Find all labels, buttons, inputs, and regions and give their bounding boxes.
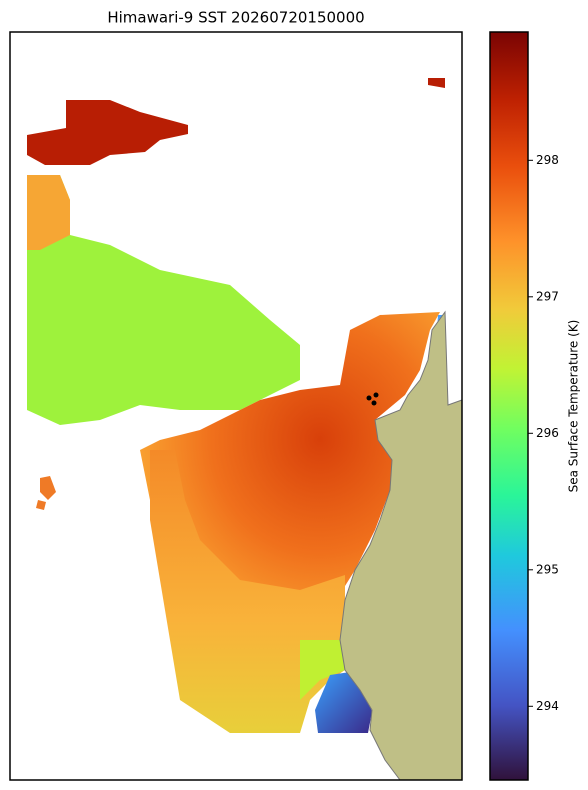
colorbar-tick-label: 296 xyxy=(536,426,559,440)
sst-north xyxy=(27,100,188,165)
sst-islets xyxy=(36,476,56,510)
colorbar-label: Sea Surface Temperature (K) xyxy=(567,320,581,493)
colorbar-tick-label: 295 xyxy=(536,562,559,576)
colorbar: Sea Surface Temperature (K) 294 295 296 297… xyxy=(489,31,581,781)
sst-green xyxy=(27,175,300,425)
chart-title: Himawari-9 SST 20260720150000 xyxy=(107,9,364,27)
map-frame xyxy=(9,31,463,781)
station-markers xyxy=(366,392,379,406)
sst-orange-west xyxy=(27,175,70,250)
colorbar-scale xyxy=(489,31,529,781)
colorbar-tick-label: 297 xyxy=(536,289,559,303)
sst-gulf xyxy=(140,312,440,630)
colorbar-tick-label: 298 xyxy=(536,153,559,167)
sst-northeast xyxy=(428,78,445,88)
sst-green-south xyxy=(300,640,345,700)
sst-south xyxy=(150,450,345,733)
map xyxy=(9,31,463,781)
colorbar-tick-label: 294 xyxy=(536,699,559,713)
